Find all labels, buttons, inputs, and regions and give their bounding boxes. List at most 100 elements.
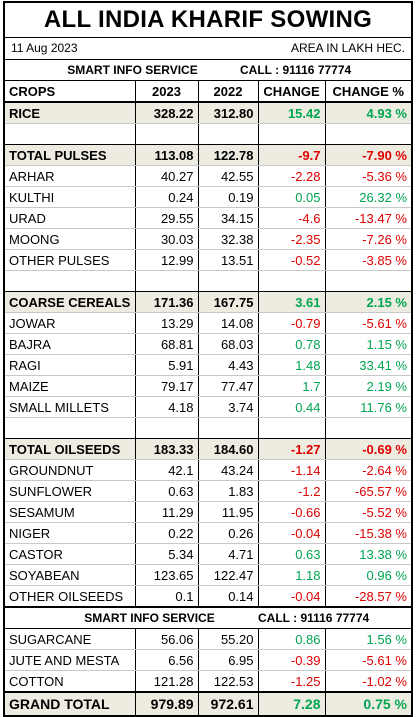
table-row: MOONG 30.03 32.38 -2.35 -7.26 % <box>5 228 411 250</box>
change-value: 0.05 <box>258 186 326 208</box>
service-banner-bottom: SMART INFO SERVICE CALL : 91116 77774 <box>5 606 411 629</box>
change-value: -0.66 <box>258 501 326 523</box>
area-2023: 5.34 <box>135 543 199 565</box>
area-2023: 5.91 <box>135 354 199 376</box>
area-2022: 3.74 <box>198 396 259 418</box>
area-2022: 122.53 <box>198 670 259 693</box>
area-2022: 972.61 <box>198 691 259 715</box>
spacer-cell <box>5 270 136 292</box>
rice-row: RICE 328.22 312.80 15.42 4.93 % <box>5 102 411 124</box>
change-percent: -2.64 % <box>325 459 411 481</box>
change-value: 1.48 <box>258 354 326 376</box>
change-value: 0.63 <box>258 543 326 565</box>
spacer-row <box>5 270 411 292</box>
meta-row: 11 Aug 2023 AREA IN LAKH HEC. <box>5 38 411 60</box>
table-row: CASTOR 5.34 4.71 0.63 13.38 % <box>5 543 411 565</box>
area-2023: 68.81 <box>135 333 199 355</box>
change-value: 0.86 <box>258 628 326 650</box>
area-2022: 34.15 <box>198 207 259 229</box>
area-2023: 40.27 <box>135 165 199 187</box>
crop-name: BAJRA <box>5 333 136 355</box>
area-2022: 43.24 <box>198 459 259 481</box>
change-value: 3.61 <box>258 291 326 313</box>
column-header: CROPS <box>5 81 136 103</box>
crop-name: SOYABEAN <box>5 564 136 586</box>
cereals-total-row: COARSE CEREALS 171.36 167.75 3.61 2.15 % <box>5 291 411 313</box>
change-percent: 13.38 % <box>325 543 411 565</box>
change-value: -1.25 <box>258 670 326 693</box>
crop-name: URAD <box>5 207 136 229</box>
crop-name: KULTHI <box>5 186 136 208</box>
table-row: MAIZE 79.17 77.47 1.7 2.19 % <box>5 375 411 397</box>
area-2023: 12.99 <box>135 249 199 271</box>
area-2023: 42.1 <box>135 459 199 481</box>
area-2022: 32.38 <box>198 228 259 250</box>
pulses-total-row: TOTAL PULSES 113.08 122.78 -9.7 -7.90 % <box>5 144 411 166</box>
change-percent: 2.19 % <box>325 375 411 397</box>
change-percent: 2.15 % <box>325 291 411 313</box>
crop-name: JUTE AND MESTA <box>5 649 136 671</box>
service-call: CALL : 91116 77774 <box>240 63 352 77</box>
area-2022: 1.83 <box>198 480 259 502</box>
spacer-cell <box>5 417 136 439</box>
change-value: -0.04 <box>258 522 326 544</box>
area-2023: 328.22 <box>135 102 199 124</box>
area-2023: 123.65 <box>135 564 199 586</box>
table-row: ARHAR 40.27 42.55 -2.28 -5.36 % <box>5 165 411 187</box>
area-2023: 29.55 <box>135 207 199 229</box>
area-2022: 0.14 <box>198 585 259 608</box>
table-row: KULTHI 0.24 0.19 0.05 26.32 % <box>5 186 411 208</box>
column-header: 2023 <box>135 81 199 103</box>
report-date: 11 Aug 2023 <box>11 41 78 55</box>
area-2023: 30.03 <box>135 228 199 250</box>
change-percent: -7.26 % <box>325 228 411 250</box>
spacer-cell <box>5 123 136 145</box>
change-percent: -5.36 % <box>325 165 411 187</box>
header-row: CROPS 2023 2022 CHANGE CHANGE % <box>5 81 411 103</box>
change-percent: 1.15 % <box>325 333 411 355</box>
change-percent: 1.56 % <box>325 628 411 650</box>
change-percent: -5.61 % <box>325 649 411 671</box>
area-2023: 0.1 <box>135 585 199 608</box>
change-percent: 11.76 % <box>325 396 411 418</box>
table-row: BAJRA 68.81 68.03 0.78 1.15 % <box>5 333 411 355</box>
spacer-row <box>5 123 411 145</box>
crop-name: RAGI <box>5 354 136 376</box>
change-value: -9.7 <box>258 144 326 166</box>
change-value: 0.44 <box>258 396 326 418</box>
change-percent: -3.85 % <box>325 249 411 271</box>
change-percent: 0.75 % <box>325 691 411 715</box>
area-2022: 68.03 <box>198 333 259 355</box>
change-percent: -15.38 % <box>325 522 411 544</box>
report-title: ALL INDIA KHARIF SOWING <box>5 3 411 38</box>
area-2022: 4.71 <box>198 543 259 565</box>
column-header: 2022 <box>198 81 259 103</box>
change-percent: -0.69 % <box>325 438 411 460</box>
table-row: SUNFLOWER 0.63 1.83 -1.2 -65.57 % <box>5 480 411 502</box>
crop-name: RICE <box>5 102 136 124</box>
change-percent: 0.96 % <box>325 564 411 586</box>
crop-name: SUNFLOWER <box>5 480 136 502</box>
crop-name: SESAMUM <box>5 501 136 523</box>
area-2023: 0.22 <box>135 522 199 544</box>
change-percent: -5.52 % <box>325 501 411 523</box>
column-header: CHANGE % <box>325 81 411 103</box>
crop-name: GROUNDNUT <box>5 459 136 481</box>
service-name: SMART INFO SERVICE <box>5 606 258 629</box>
crop-name: MAIZE <box>5 375 136 397</box>
oilseeds-total-row: TOTAL OILSEEDS 183.33 184.60 -1.27 -0.69 % <box>5 438 411 460</box>
table-row: SESAMUM 11.29 11.95 -0.66 -5.52 % <box>5 501 411 523</box>
service-call: CALL : 91116 77774 <box>258 606 411 629</box>
area-2022: 55.20 <box>198 628 259 650</box>
spacer-cell <box>258 270 326 292</box>
crop-name: ARHAR <box>5 165 136 187</box>
area-2022: 13.51 <box>198 249 259 271</box>
area-2023: 121.28 <box>135 670 199 693</box>
crop-name: OTHER OILSEEDS <box>5 585 136 608</box>
crop-name: TOTAL OILSEEDS <box>5 438 136 460</box>
table-row: COTTON 121.28 122.53 -1.25 -1.02 % <box>5 670 411 693</box>
change-percent: -1.02 % <box>325 670 411 693</box>
area-2023: 183.33 <box>135 438 199 460</box>
spacer-cell <box>198 417 259 439</box>
crop-name: MOONG <box>5 228 136 250</box>
